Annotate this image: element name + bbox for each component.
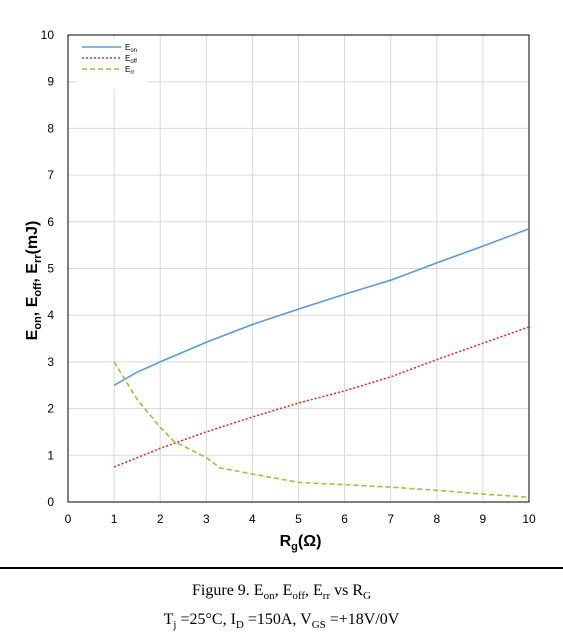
- x-tick-label: 9: [480, 512, 487, 526]
- y-tick-label: 8: [47, 121, 54, 135]
- series-layer: [113, 228, 530, 499]
- x-tick-label: 1: [111, 512, 118, 526]
- y-tick-label: 7: [47, 168, 54, 182]
- figure-caption: Figure 9. Eon, Eoff, Err vs RG: [192, 582, 371, 603]
- y-tick-label: 2: [47, 402, 54, 416]
- series-line-err: [113, 361, 530, 499]
- x-tick-label: 6: [341, 512, 348, 526]
- x-tick-label: 4: [249, 512, 256, 526]
- x-tick-label: 3: [203, 512, 210, 526]
- x-tick-label: 7: [387, 512, 394, 526]
- x-tick-label: 0: [65, 512, 72, 526]
- y-tick-labels: 0 1 2 3 4 5 6 7 8 9 10: [41, 28, 55, 509]
- legend-label-eon: Eon: [125, 43, 137, 54]
- y-tick-label: 3: [47, 355, 54, 369]
- y-tick-label: 5: [47, 262, 54, 276]
- grid: [67, 34, 530, 503]
- y-tick-label: 10: [41, 28, 55, 42]
- test-conditions: Tj =25°C, ID =150A, VGS =+18V/0V: [163, 611, 400, 632]
- x-tick-label: 10: [522, 512, 536, 526]
- x-tick-label: 2: [157, 512, 164, 526]
- y-tick-label: 9: [47, 75, 54, 89]
- x-tick-label: 5: [295, 512, 302, 526]
- legend-label-err: Err: [125, 65, 134, 76]
- caption-rule: [0, 567, 563, 569]
- y-tick-label: 1: [47, 448, 54, 462]
- y-tick-label: 0: [47, 495, 54, 509]
- legend-label-eoff: Eoff: [125, 54, 137, 65]
- y-tick-label: 4: [47, 308, 54, 322]
- series-line-eon: [113, 228, 530, 386]
- x-tick-label: 8: [433, 512, 440, 526]
- y-axis-title: Eon, Eoff, Err(mJ): [24, 221, 44, 341]
- y-tick-label: 6: [47, 215, 54, 229]
- x-tick-labels: 0 1 2 3 4 5 6 7 8 9 10: [65, 512, 536, 526]
- series-line-eoff: [113, 326, 530, 468]
- x-axis-title: Rg(Ω): [280, 533, 322, 553]
- plot-frame: [67, 34, 530, 503]
